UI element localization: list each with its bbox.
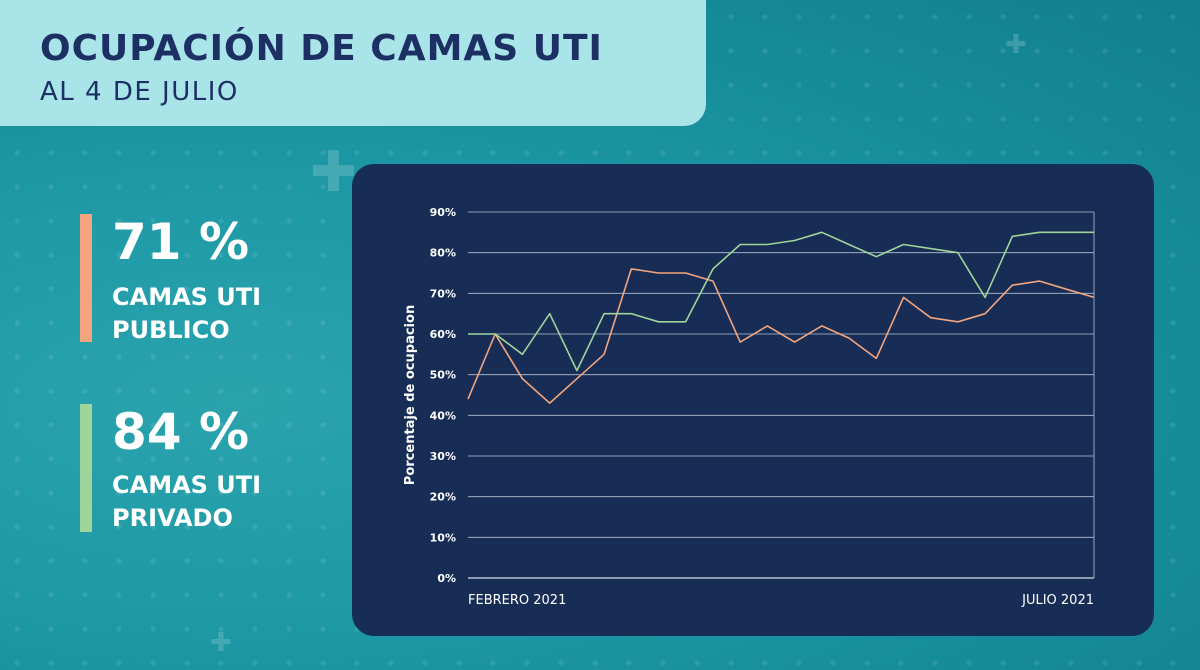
y-tick-label: 70% [430,287,456,300]
y-tick-label: 20% [430,491,456,504]
x-start-label: FEBRERO 2021 [468,593,566,608]
stat-publico-accent-bar [80,214,92,342]
page-title: OCUPACIÓN DE CAMAS UTI [40,28,603,69]
stat-publico-label-line2: PUBLICO [112,316,230,344]
title-banner: OCUPACIÓN DE CAMAS UTI AL 4 DE JULIO [0,0,706,126]
y-tick-label: 40% [430,409,456,422]
stat-privado-value: 84 % [112,403,250,461]
series-line-publico [467,268,1095,404]
series-line-privado [468,231,1094,372]
stat-privado-accent-bar [80,404,92,532]
cross-icon: ✚ [310,140,357,205]
y-tick-label: 90% [430,206,456,219]
x-end-label: JULIO 2021 [1021,593,1094,608]
page-subtitle: AL 4 DE JULIO [40,77,239,107]
stat-publico-label-line1: CAMAS UTI [112,283,262,311]
cross-icon: ✚ [1005,30,1027,60]
y-tick-label: 80% [430,247,456,260]
y-tick-label: 30% [430,450,456,463]
stat-publico-value: 71 % [112,213,250,271]
y-axis-label: Porcentaje de ocupacion [403,305,418,485]
stat-privado-label-line2: PRIVADO [112,504,233,532]
y-tick-label: 10% [430,531,456,544]
stat-privado-label-line1: CAMAS UTI [112,471,262,499]
occupancy-line-chart: 0% 10% 20% 30% 40% 50% 60% 70% 80% 90% Porcentaje … [403,206,1095,608]
chart-card: 0% 10% 20% 30% 40% 50% 60% 70% 80% 90% Porcentaje … [352,164,1154,636]
cross-icon: ✚ [210,628,232,658]
y-tick-label: 50% [430,369,456,382]
y-tick-label: 60% [430,328,456,341]
y-tick-label: 0% [437,572,456,585]
